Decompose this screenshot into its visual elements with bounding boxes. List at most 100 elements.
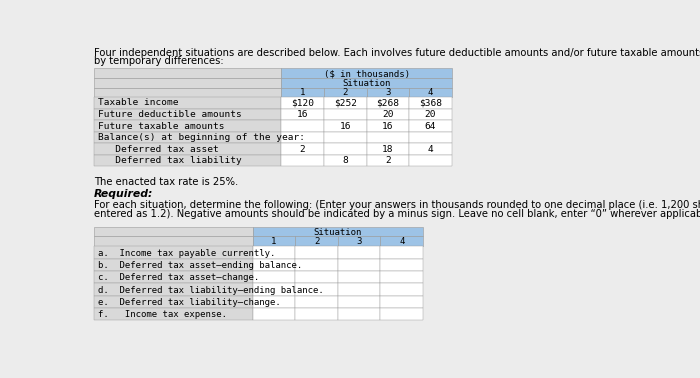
Text: 18: 18 bbox=[382, 145, 393, 154]
Bar bbox=[367, 143, 409, 155]
Text: Deferred tax asset: Deferred tax asset bbox=[98, 145, 219, 154]
Text: 20: 20 bbox=[382, 110, 393, 119]
Bar bbox=[409, 120, 452, 132]
Bar bbox=[94, 155, 281, 166]
Bar bbox=[367, 155, 409, 166]
Text: $252: $252 bbox=[334, 99, 357, 107]
Bar bbox=[94, 246, 253, 259]
Bar bbox=[381, 259, 423, 271]
Bar bbox=[381, 308, 423, 320]
Bar bbox=[381, 236, 423, 246]
Text: Deferred tax liability: Deferred tax liability bbox=[98, 156, 242, 165]
Bar bbox=[409, 132, 452, 143]
Text: 2: 2 bbox=[385, 156, 391, 165]
Text: 16: 16 bbox=[382, 122, 393, 130]
Bar bbox=[281, 68, 452, 79]
Bar bbox=[295, 246, 338, 259]
Text: 20: 20 bbox=[425, 110, 436, 119]
Bar bbox=[295, 236, 338, 246]
Bar bbox=[253, 236, 295, 246]
Bar bbox=[367, 132, 409, 143]
Bar bbox=[94, 259, 253, 271]
Bar bbox=[94, 97, 281, 108]
Bar bbox=[281, 143, 324, 155]
Bar bbox=[281, 97, 324, 108]
Text: entered as 1.2). Negative amounts should be indicated by a minus sign. Leave no : entered as 1.2). Negative amounts should… bbox=[94, 209, 700, 219]
Bar bbox=[381, 246, 423, 259]
Bar bbox=[295, 271, 338, 283]
Text: 16: 16 bbox=[297, 110, 308, 119]
Bar bbox=[324, 88, 367, 97]
Text: 64: 64 bbox=[425, 122, 436, 130]
Bar bbox=[94, 271, 253, 283]
Text: b.  Deferred tax asset—ending balance.: b. Deferred tax asset—ending balance. bbox=[97, 261, 302, 270]
Text: a.  Income tax payable currently.: a. Income tax payable currently. bbox=[97, 249, 275, 258]
Text: $368: $368 bbox=[419, 99, 442, 107]
Text: f.   Income tax expense.: f. Income tax expense. bbox=[97, 310, 227, 319]
Text: e.  Deferred tax liability—change.: e. Deferred tax liability—change. bbox=[97, 298, 280, 307]
Text: 2: 2 bbox=[342, 88, 348, 98]
Text: Future taxable amounts: Future taxable amounts bbox=[98, 122, 225, 130]
Bar bbox=[338, 271, 381, 283]
Bar bbox=[94, 227, 253, 236]
Bar bbox=[94, 108, 281, 120]
Bar bbox=[253, 227, 423, 236]
Bar bbox=[381, 283, 423, 296]
Bar bbox=[94, 68, 281, 79]
Bar bbox=[253, 259, 295, 271]
Bar bbox=[94, 120, 281, 132]
Bar bbox=[324, 155, 367, 166]
Bar bbox=[295, 296, 338, 308]
Text: Future deductible amounts: Future deductible amounts bbox=[98, 110, 242, 119]
Text: Four independent situations are described below. Each involves future deductible: Four independent situations are describe… bbox=[94, 48, 700, 59]
Bar bbox=[281, 120, 324, 132]
Text: $120: $120 bbox=[291, 99, 314, 107]
Bar bbox=[324, 97, 367, 108]
Bar bbox=[94, 296, 253, 308]
Bar bbox=[367, 97, 409, 108]
Bar bbox=[281, 155, 324, 166]
Bar bbox=[367, 108, 409, 120]
Text: 4: 4 bbox=[399, 237, 405, 246]
Text: Taxable income: Taxable income bbox=[98, 99, 179, 107]
Bar bbox=[94, 132, 281, 143]
Bar bbox=[94, 283, 253, 296]
Bar bbox=[409, 108, 452, 120]
Bar bbox=[281, 132, 324, 143]
Text: 8: 8 bbox=[342, 156, 348, 165]
Bar bbox=[367, 120, 409, 132]
Bar bbox=[94, 79, 281, 88]
Bar bbox=[281, 88, 324, 97]
Bar bbox=[338, 259, 381, 271]
Text: ($ in thousands): ($ in thousands) bbox=[323, 69, 410, 78]
Text: For each situation, determine the following: (Enter your answers in thousands ro: For each situation, determine the follow… bbox=[94, 200, 700, 210]
Bar bbox=[409, 88, 452, 97]
Text: $268: $268 bbox=[377, 99, 399, 107]
Bar bbox=[94, 88, 281, 97]
Bar bbox=[338, 296, 381, 308]
Bar bbox=[338, 246, 381, 259]
Bar bbox=[94, 236, 253, 246]
Bar bbox=[295, 308, 338, 320]
Text: 3: 3 bbox=[356, 237, 362, 246]
Bar bbox=[253, 296, 295, 308]
Bar bbox=[253, 246, 295, 259]
Bar bbox=[324, 132, 367, 143]
Bar bbox=[338, 283, 381, 296]
Bar bbox=[409, 97, 452, 108]
Bar bbox=[295, 283, 338, 296]
Text: Situation: Situation bbox=[342, 79, 391, 88]
Bar bbox=[409, 143, 452, 155]
Text: 4: 4 bbox=[428, 145, 433, 154]
Text: 2: 2 bbox=[300, 145, 305, 154]
Bar bbox=[253, 283, 295, 296]
Text: Required:: Required: bbox=[94, 189, 153, 199]
Text: Situation: Situation bbox=[314, 228, 362, 237]
Bar bbox=[94, 143, 281, 155]
Bar bbox=[381, 296, 423, 308]
Text: 1: 1 bbox=[271, 237, 277, 246]
Bar bbox=[253, 308, 295, 320]
Text: 2: 2 bbox=[314, 237, 319, 246]
Text: c.  Deferred tax asset—change.: c. Deferred tax asset—change. bbox=[97, 273, 259, 282]
Bar bbox=[338, 236, 381, 246]
